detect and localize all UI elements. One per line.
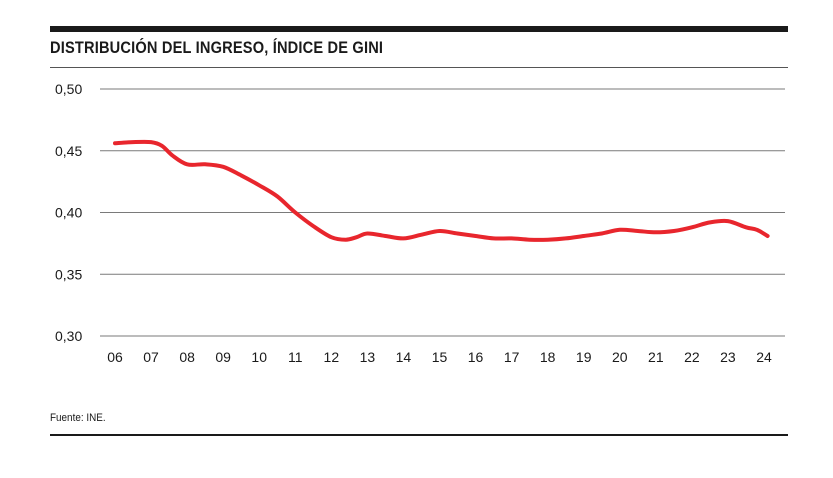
x-tick-label: 17: [504, 349, 520, 365]
bottom-rule: [50, 434, 788, 436]
x-tick-label: 09: [215, 349, 231, 365]
x-tick-label: 21: [648, 349, 664, 365]
x-axis-ticks: 06 07 08 09 10 11 12 13 14 15 16 17 18 19 20 21 22 23 24: [107, 349, 772, 365]
y-tick-label: 0,45: [55, 143, 82, 159]
gridlines: [100, 88, 785, 337]
x-tick-label: 23: [720, 349, 736, 365]
y-tick-label: 0,30: [55, 328, 82, 344]
x-tick-label: 15: [432, 349, 448, 365]
x-tick-label: 12: [324, 349, 340, 365]
x-tick-label: 18: [540, 349, 556, 365]
x-tick-label: 24: [756, 349, 772, 365]
x-tick-label: 19: [576, 349, 592, 365]
x-tick-label: 16: [468, 349, 484, 365]
x-tick-label: 13: [360, 349, 376, 365]
top-rule: [50, 26, 788, 32]
x-tick-label: 20: [612, 349, 628, 365]
x-tick-label: 11: [288, 349, 303, 365]
y-tick-label: 0,35: [55, 266, 82, 282]
series-group: [113, 139, 770, 242]
source-note: Fuente: INE.: [50, 412, 106, 424]
series-line: [113, 139, 770, 242]
y-axis-ticks: 0,50 0,45 0,40 0,35 0,30: [55, 81, 82, 344]
y-tick-label: 0,40: [55, 205, 82, 221]
y-tick-label: 0,50: [55, 81, 82, 97]
chart-title: DISTRIBUCIÓN DEL INGRESO, ÍNDICE DE GINI: [50, 38, 384, 57]
x-tick-label: 06: [107, 349, 123, 365]
x-tick-label: 08: [179, 349, 195, 365]
title-rule: [50, 67, 788, 68]
x-tick-label: 10: [251, 349, 267, 365]
x-tick-label: 07: [143, 349, 159, 365]
line-chart: 0,50 0,45 0,40 0,35 0,30 06 07 08 09 10 11 12 13 14 1…: [55, 81, 785, 365]
x-tick-label: 14: [396, 349, 412, 365]
x-tick-label: 22: [684, 349, 700, 365]
